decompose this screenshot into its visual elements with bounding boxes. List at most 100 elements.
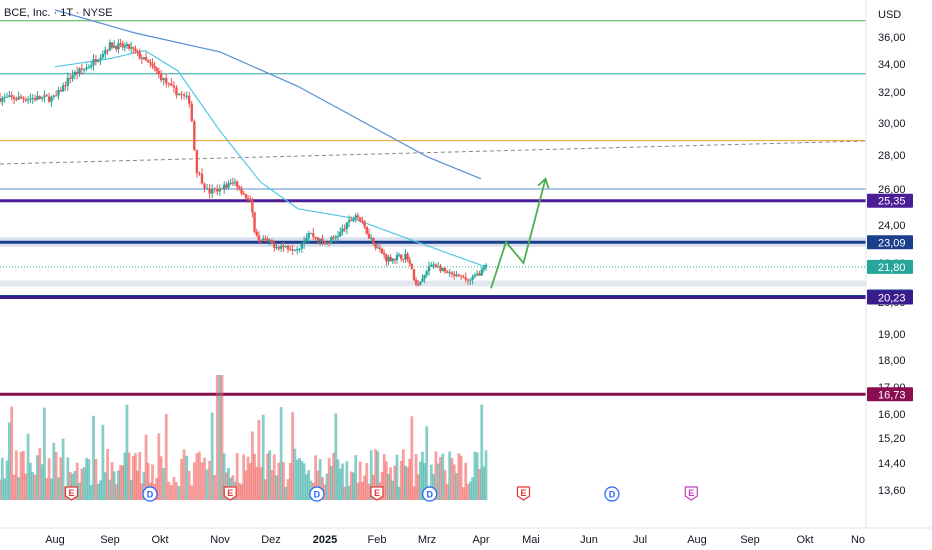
- candle[interactable]: [259, 239, 263, 241]
- candle[interactable]: [75, 71, 79, 74]
- trend-line[interactable]: [0, 140, 867, 165]
- candle[interactable]: [397, 254, 401, 256]
- candle[interactable]: [430, 264, 433, 267]
- candle[interactable]: [29, 98, 32, 100]
- candle[interactable]: [273, 243, 276, 248]
- candle[interactable]: [134, 48, 137, 52]
- candle[interactable]: [376, 247, 380, 249]
- candle[interactable]: [108, 42, 112, 51]
- candle[interactable]: [157, 71, 161, 74]
- candle[interactable]: [167, 83, 171, 85]
- candle[interactable]: [94, 59, 98, 63]
- candle[interactable]: [391, 258, 394, 262]
- candle[interactable]: [213, 188, 216, 190]
- dividend-event-icon[interactable]: D: [422, 486, 438, 502]
- candle[interactable]: [457, 274, 461, 276]
- candle[interactable]: [380, 248, 384, 254]
- candle[interactable]: [188, 95, 191, 104]
- candle[interactable]: [97, 59, 100, 63]
- candle[interactable]: [441, 267, 444, 272]
- candle[interactable]: [347, 220, 351, 223]
- candle[interactable]: [225, 184, 228, 188]
- candle[interactable]: [198, 173, 201, 175]
- candle[interactable]: [66, 77, 70, 86]
- candle[interactable]: [1, 97, 4, 102]
- candle[interactable]: [370, 238, 373, 240]
- candle[interactable]: [151, 63, 154, 66]
- candle[interactable]: [427, 266, 431, 272]
- candle[interactable]: [5, 96, 9, 98]
- candle[interactable]: [57, 89, 60, 96]
- candle[interactable]: [238, 187, 241, 189]
- candle[interactable]: [229, 182, 232, 184]
- candle[interactable]: [236, 181, 239, 188]
- candle[interactable]: [220, 188, 224, 190]
- candle[interactable]: [125, 44, 129, 46]
- candle[interactable]: [246, 198, 250, 200]
- candle[interactable]: [268, 240, 271, 242]
- candle[interactable]: [12, 96, 16, 100]
- dividend-event-icon[interactable]: D: [142, 486, 158, 502]
- candle[interactable]: [38, 96, 41, 99]
- candle[interactable]: [33, 98, 37, 100]
- candle[interactable]: [170, 83, 173, 86]
- candle[interactable]: [121, 43, 124, 48]
- candle[interactable]: [469, 279, 472, 281]
- candle[interactable]: [395, 255, 399, 261]
- candle[interactable]: [296, 249, 299, 251]
- candle[interactable]: [22, 98, 25, 100]
- candle[interactable]: [140, 58, 144, 60]
- candle[interactable]: [289, 249, 292, 251]
- candle[interactable]: [182, 94, 186, 96]
- candle[interactable]: [419, 281, 422, 285]
- candle[interactable]: [233, 181, 237, 183]
- candle[interactable]: [365, 226, 368, 234]
- candle[interactable]: [153, 65, 156, 68]
- candle[interactable]: [358, 217, 362, 222]
- candle[interactable]: [162, 78, 165, 81]
- candle[interactable]: [127, 44, 131, 49]
- candle[interactable]: [300, 243, 304, 249]
- candle[interactable]: [144, 57, 148, 61]
- dividend-event-icon[interactable]: D: [309, 486, 325, 502]
- candle[interactable]: [336, 236, 340, 238]
- candle[interactable]: [165, 78, 168, 84]
- candle[interactable]: [459, 275, 463, 277]
- candle[interactable]: [8, 95, 11, 97]
- candle[interactable]: [50, 96, 53, 102]
- candle[interactable]: [404, 253, 407, 260]
- candle[interactable]: [185, 95, 188, 97]
- candle[interactable]: [31, 98, 34, 100]
- candle[interactable]: [147, 60, 150, 63]
- candle[interactable]: [177, 93, 181, 96]
- candle[interactable]: [45, 95, 48, 97]
- candle[interactable]: [339, 231, 342, 237]
- candle[interactable]: [325, 242, 329, 245]
- candle[interactable]: [354, 215, 357, 219]
- candle[interactable]: [372, 238, 375, 244]
- candle[interactable]: [307, 233, 310, 239]
- candle[interactable]: [110, 42, 114, 48]
- candle[interactable]: [284, 245, 287, 247]
- candle[interactable]: [80, 68, 84, 70]
- candle[interactable]: [408, 259, 411, 264]
- candle[interactable]: [240, 188, 243, 194]
- candle[interactable]: [90, 65, 93, 68]
- candle[interactable]: [203, 183, 206, 189]
- candle[interactable]: [218, 188, 222, 192]
- projection-line[interactable]: [490, 178, 547, 289]
- candle[interactable]: [117, 43, 120, 50]
- candle[interactable]: [293, 250, 297, 252]
- candle[interactable]: [24, 99, 27, 101]
- candle[interactable]: [286, 245, 290, 250]
- candle[interactable]: [251, 200, 254, 213]
- candle[interactable]: [210, 188, 214, 194]
- candle[interactable]: [471, 276, 474, 280]
- candle[interactable]: [432, 264, 435, 266]
- candle[interactable]: [417, 284, 420, 286]
- candle[interactable]: [10, 95, 13, 97]
- candle[interactable]: [40, 97, 44, 99]
- candle[interactable]: [350, 220, 353, 222]
- candle[interactable]: [275, 247, 278, 249]
- candle[interactable]: [282, 246, 285, 248]
